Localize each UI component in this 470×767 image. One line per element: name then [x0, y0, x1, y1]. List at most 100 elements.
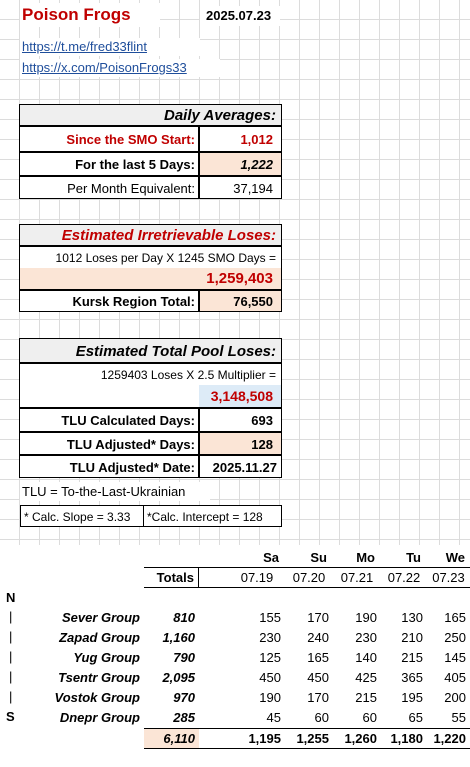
group-day-value: 230	[355, 630, 377, 645]
irretrievable-value: 1,259,403	[19, 268, 282, 290]
group-day-value: 200	[444, 690, 466, 705]
day-header: Su	[310, 550, 327, 565]
day-header: Sa	[263, 550, 279, 565]
tlu-adj-label: TLU Adjusted* Days:	[19, 432, 199, 455]
pool-value-spacer	[19, 385, 199, 408]
pool-value: 3,148,508	[199, 385, 282, 408]
group-total: 970	[173, 690, 195, 705]
tlu-definition: TLU = To-the-Last-Ukrainian	[20, 482, 210, 501]
group-day-value: 125	[259, 650, 281, 665]
group-day-value: 55	[451, 710, 466, 725]
pool-formula: 1259403 Loses X 2.5 Multiplier =	[19, 363, 282, 385]
group-day-value: 190	[355, 610, 377, 625]
irretrievable-formula: 1012 Loses per Day X 1245 SMO Days =	[19, 246, 282, 268]
calc-intercept: *Calc. Intercept = 128	[144, 505, 282, 527]
group-day-value: 240	[307, 630, 329, 645]
kursk-label: Kursk Region Total:	[19, 290, 199, 312]
month-label: Per Month Equivalent:	[19, 176, 199, 199]
group-day-value: 45	[266, 710, 281, 725]
day-header: Tu	[406, 550, 421, 565]
direction-marker: N	[6, 590, 16, 605]
group-day-value: 60	[362, 710, 377, 725]
day-header: We	[445, 550, 465, 565]
group-day-value: 190	[259, 690, 281, 705]
day-total: 1,255	[296, 731, 329, 746]
group-name: Dnepr Group	[59, 710, 140, 725]
smo-value: 1,012	[199, 126, 282, 152]
group-day-value: 165	[444, 610, 466, 625]
day-total: 1,195	[248, 731, 281, 746]
group-day-value: 210	[401, 630, 423, 645]
group-day-value: 405	[444, 670, 466, 685]
group-day-value: 195	[401, 690, 423, 705]
group-day-value: 425	[355, 670, 377, 685]
group-day-value: 215	[355, 690, 377, 705]
group-day-value: 365	[401, 670, 423, 685]
telegram-link[interactable]: https://t.me/fred33flint	[20, 38, 200, 56]
group-name: Tsentr Group	[58, 670, 140, 685]
totals-top-rule	[144, 728, 470, 729]
last5-value: 1,222	[199, 152, 282, 176]
group-day-value: 155	[259, 610, 281, 625]
group-name: Yug Group	[73, 650, 140, 665]
month-value: 37,194	[199, 176, 282, 199]
header-divider	[198, 567, 199, 588]
date-header: 07.22	[387, 570, 421, 585]
group-day-value: 250	[444, 630, 466, 645]
grand-total: 6,110	[144, 729, 199, 748]
totals-header: Totals	[156, 570, 194, 585]
tlu-date-value: 2025.11.27	[199, 455, 282, 478]
group-day-value: 230	[259, 630, 281, 645]
totals-bottom-rule	[144, 748, 470, 749]
group-day-value: 165	[307, 650, 329, 665]
group-total: 810	[173, 610, 195, 625]
date-header: 07.19	[240, 570, 274, 585]
group-total: 1,160	[162, 630, 195, 645]
date-header: 07.21	[340, 570, 374, 585]
group-day-value: 450	[307, 670, 329, 685]
group-day-value: 60	[314, 710, 329, 725]
group-day-value: 170	[307, 610, 329, 625]
daily-averages-header: Daily Averages:	[19, 104, 282, 126]
day-total: 1,260	[344, 731, 377, 746]
day-total: 1,220	[433, 731, 466, 746]
group-day-value: 65	[408, 710, 423, 725]
direction-marker: |	[9, 609, 13, 624]
header-bottom-rule	[144, 587, 470, 588]
group-day-value: 450	[259, 670, 281, 685]
tlu-calc-label: TLU Calculated Days:	[19, 408, 199, 432]
direction-marker: |	[9, 629, 13, 644]
group-total: 285	[173, 710, 195, 725]
direction-marker: |	[9, 649, 13, 664]
group-name: Sever Group	[61, 610, 140, 625]
last5-label: For the last 5 Days:	[19, 152, 199, 176]
smo-label: Since the SMO Start:	[19, 126, 199, 152]
group-total: 2,095	[162, 670, 195, 685]
x-link[interactable]: https://x.com/PoisonFrogs33	[20, 59, 220, 77]
group-day-value: 215	[401, 650, 423, 665]
tlu-date-label: TLU Adjusted* Date:	[19, 455, 199, 478]
tlu-calc-value: 693	[199, 408, 282, 432]
direction-marker: |	[9, 669, 13, 684]
group-total: 790	[173, 650, 195, 665]
tlu-adj-value: 128	[199, 432, 282, 455]
group-name: Zapad Group	[59, 630, 140, 645]
group-table-bg	[0, 545, 470, 767]
kursk-value: 76,550	[199, 290, 282, 312]
app-title: Poison Frogs	[20, 3, 160, 27]
pool-header: Estimated Total Pool Loses:	[19, 338, 282, 363]
date-header: 07.20	[292, 570, 326, 585]
day-header: Mo	[356, 550, 375, 565]
group-day-value: 145	[444, 650, 466, 665]
group-day-value: 140	[355, 650, 377, 665]
report-date: 2025.07.23	[200, 6, 280, 26]
group-name: Vostok Group	[54, 690, 140, 705]
group-day-value: 170	[307, 690, 329, 705]
header-top-rule	[144, 567, 470, 568]
direction-marker: S	[6, 709, 15, 724]
calc-slope: * Calc. Slope = 3.33	[20, 505, 144, 527]
irretrievable-header: Estimated Irretrievable Loses:	[19, 224, 282, 246]
day-total: 1,180	[390, 731, 423, 746]
date-header: 07.23	[432, 570, 465, 585]
direction-marker: |	[9, 689, 13, 704]
